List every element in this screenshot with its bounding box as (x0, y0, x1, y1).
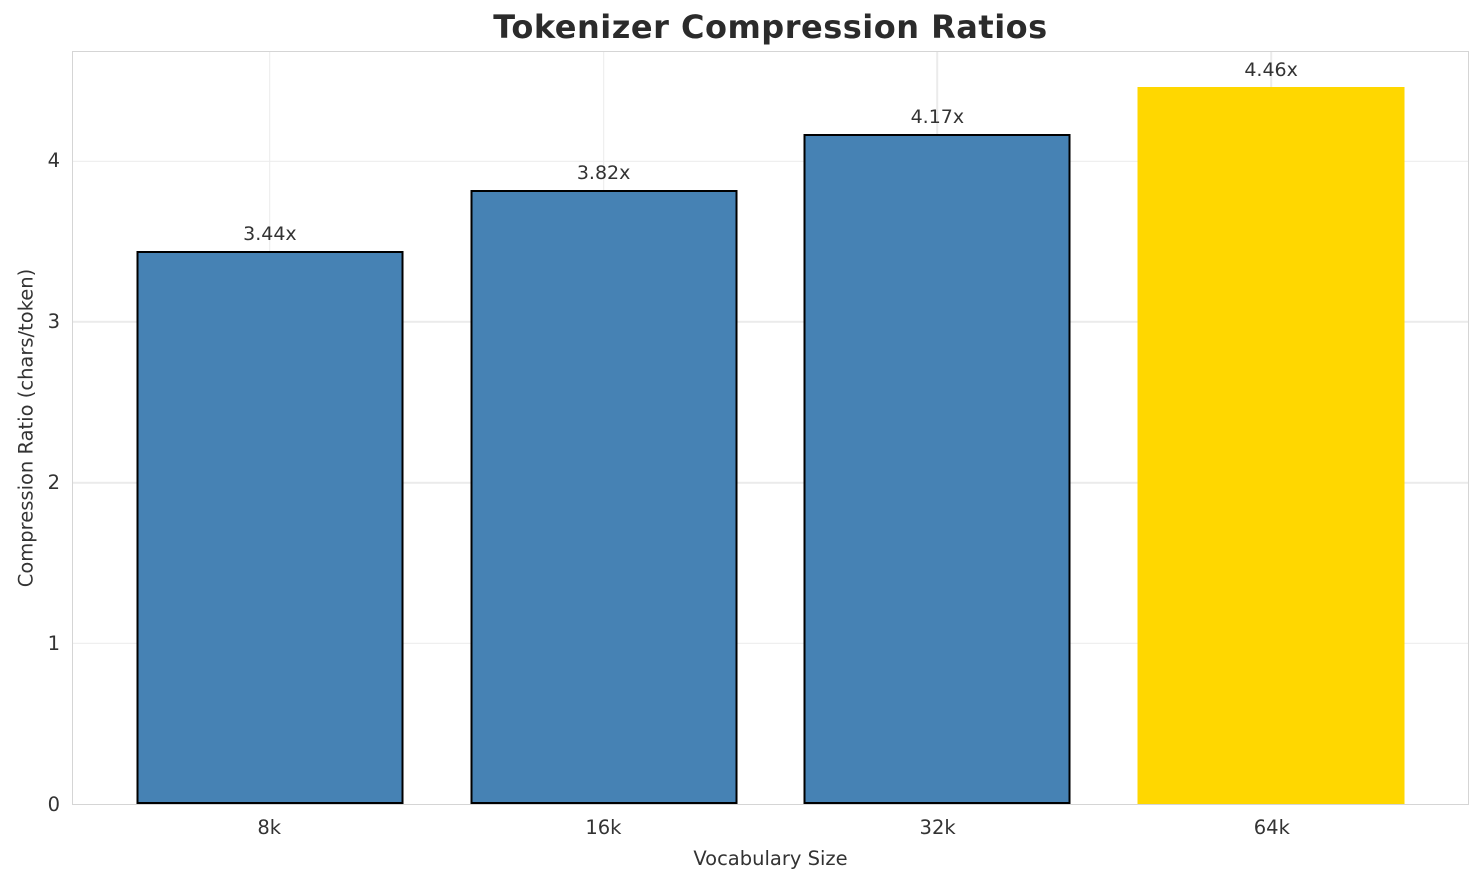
bar-32k (803, 133, 1071, 804)
bar-value-label: 4.17x (910, 105, 965, 128)
gridline-horizontal (73, 642, 1468, 645)
gridline-horizontal (73, 481, 1468, 484)
chart-title: Tokenizer Compression Ratios (493, 8, 1048, 46)
y-tick-label: 1 (47, 631, 60, 655)
bar-64k (1137, 87, 1405, 804)
x-tick-label: 64k (1253, 816, 1290, 839)
bar-value-label: 3.82x (576, 162, 631, 185)
bar-8k (136, 251, 404, 804)
y-axis-label: Compression Ratio (chars/token) (14, 268, 38, 588)
x-tick-label: 32k (919, 816, 956, 839)
x-tick-label: 16k (585, 816, 622, 839)
plot-area: 3.44x 3.82x 4.17x 4.46x (72, 51, 1469, 805)
bar-value-label: 3.44x (243, 223, 297, 246)
y-tick-label: 2 (47, 470, 60, 494)
x-tick-label: 8k (257, 816, 282, 839)
y-tick-label: 3 (47, 309, 60, 333)
y-tick-label: 4 (47, 148, 60, 172)
gridline-horizontal (73, 321, 1468, 323)
bar-value-label: 4.46x (1244, 59, 1298, 82)
x-axis-label: Vocabulary Size (693, 847, 848, 870)
bar-16k (470, 190, 738, 804)
gridline-horizontal (73, 160, 1468, 163)
y-tick-label: 0 (47, 793, 60, 816)
